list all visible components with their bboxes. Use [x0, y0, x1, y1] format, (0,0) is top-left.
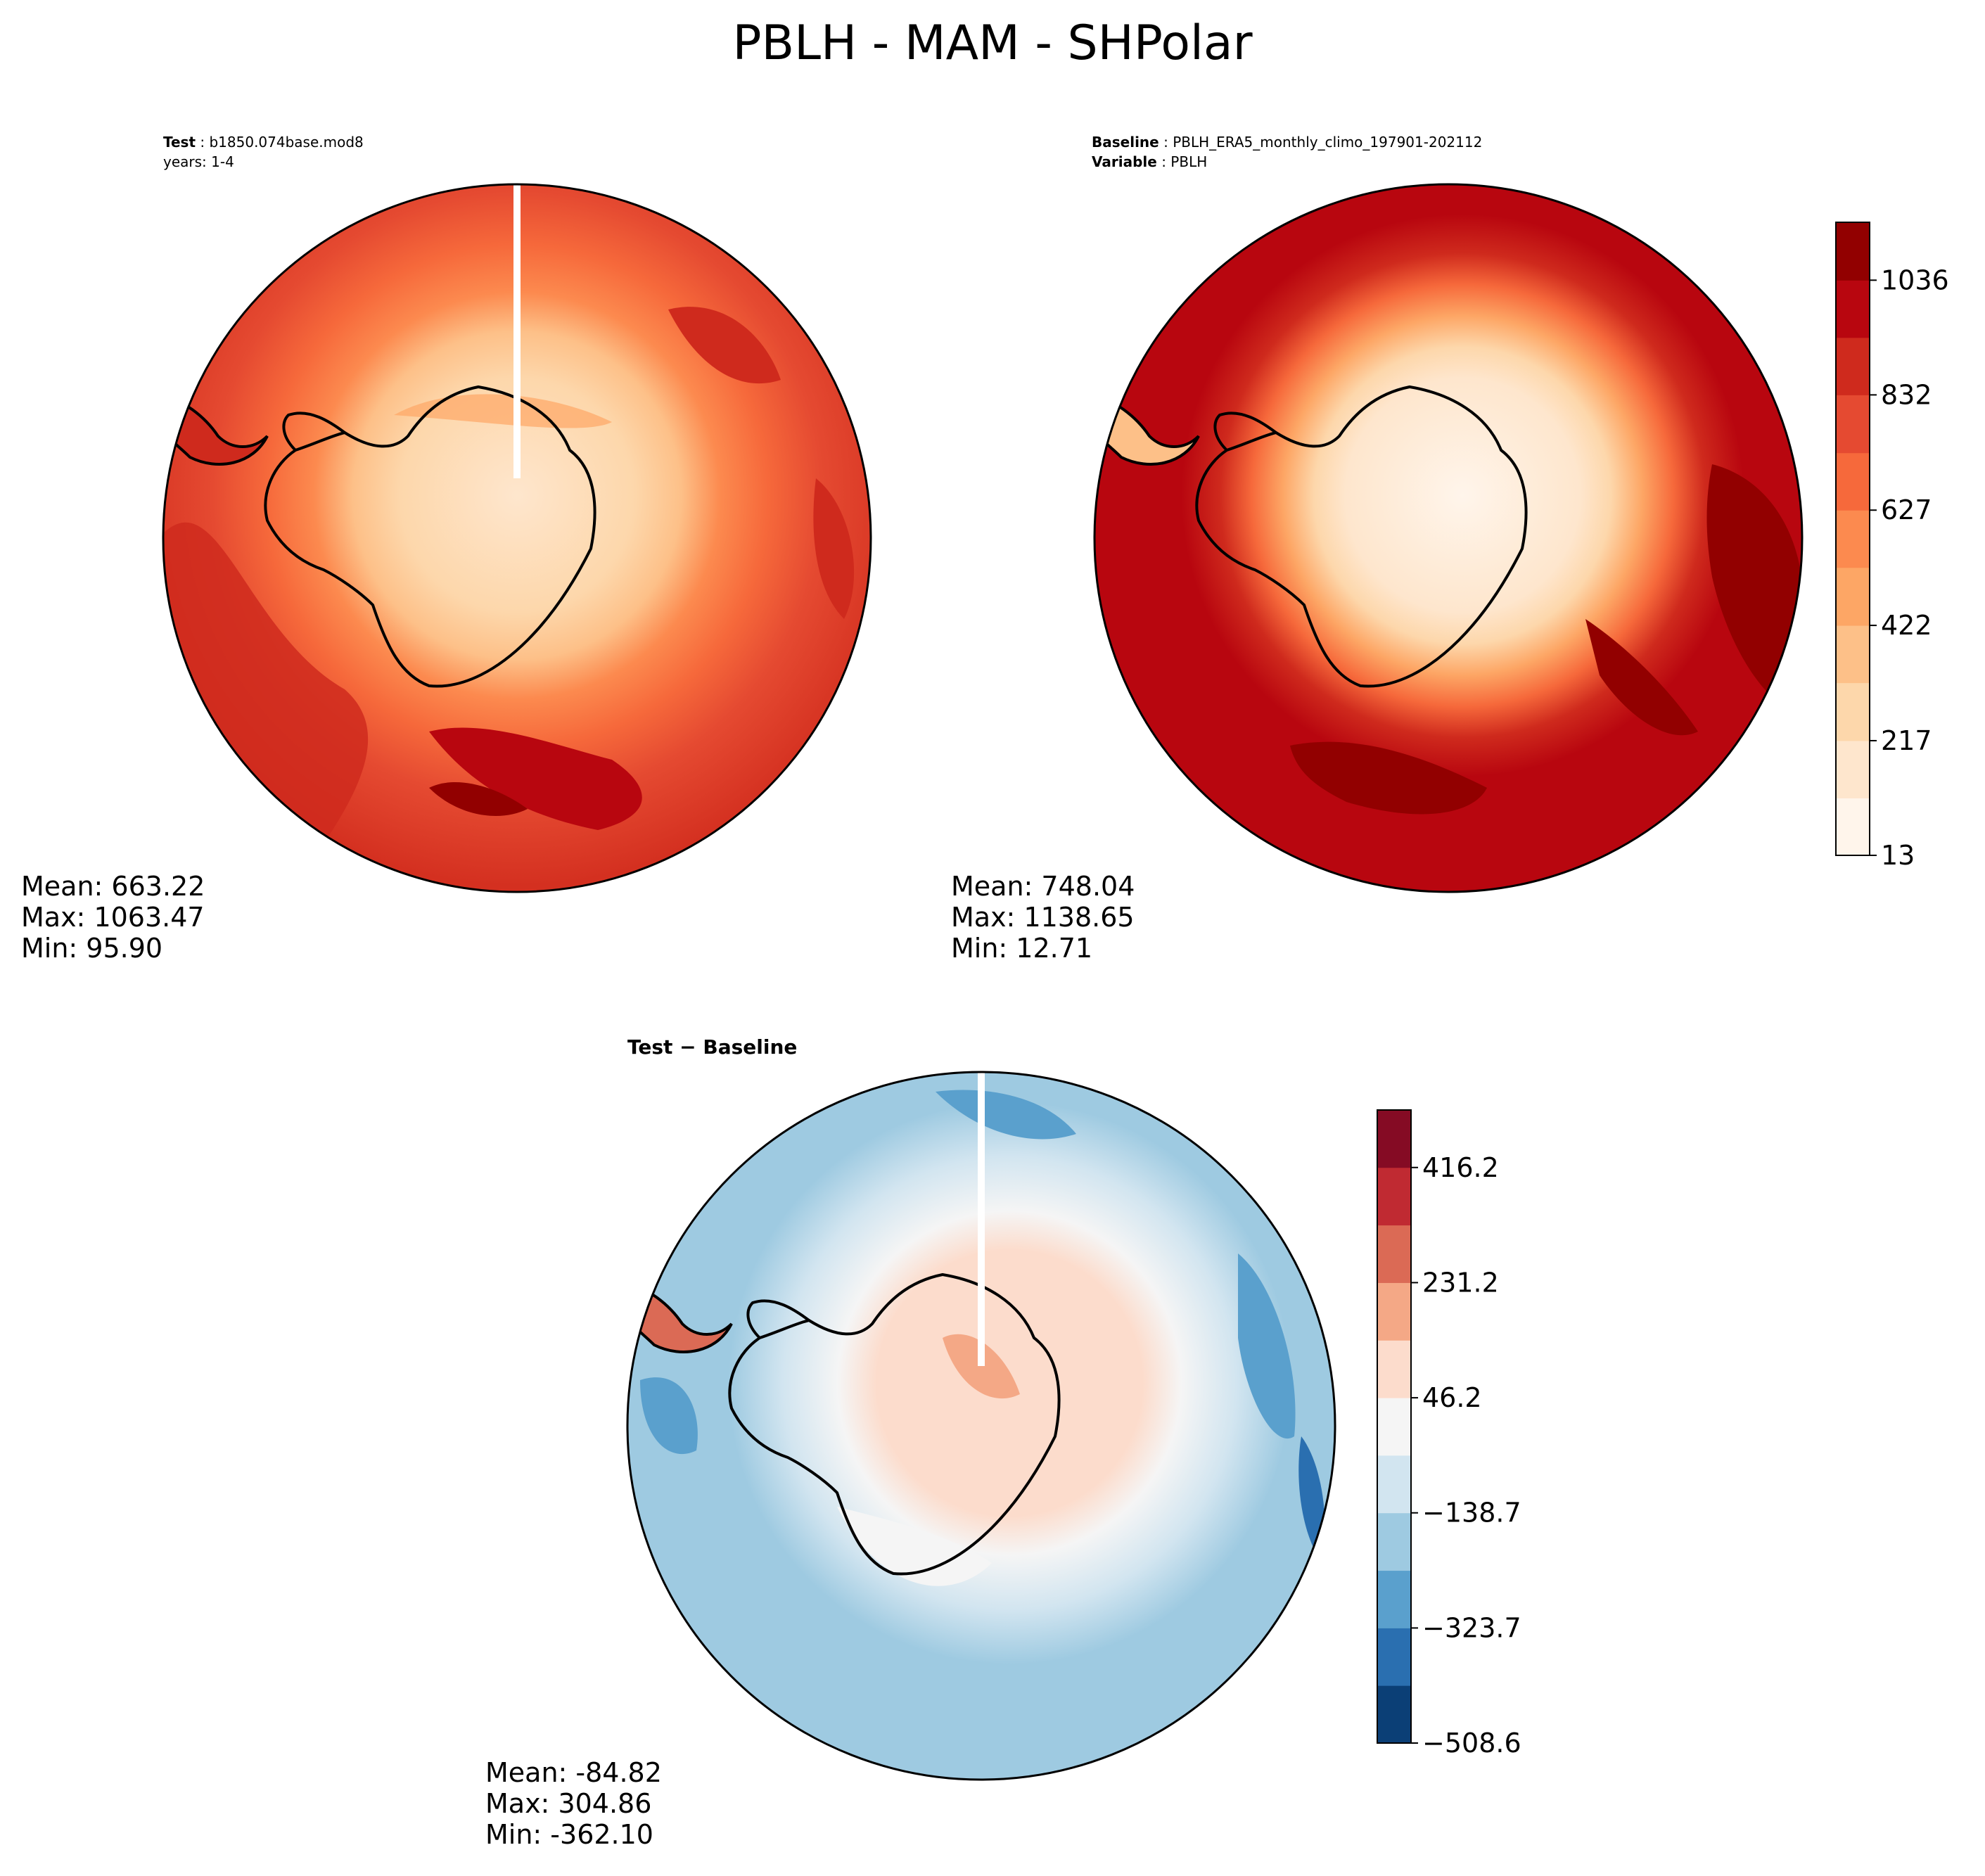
diff-colorbar-swatch-8	[1377, 1225, 1411, 1283]
baseline-colorbar-tick-label-2: 422	[1881, 610, 1932, 641]
baseline-map	[1093, 183, 1804, 893]
baseline-colorbar-swatch-3	[1836, 625, 1870, 684]
diff-colorbar-swatch-6	[1377, 1340, 1411, 1398]
baseline-min: Min: 12.71	[951, 933, 1093, 964]
diff-colorbar-swatch-3	[1377, 1512, 1411, 1571]
baseline-contour-1	[1706, 464, 1802, 717]
test-min: Min: 95.90	[21, 933, 163, 964]
variable-name: PBLH	[1170, 153, 1208, 170]
baseline-colorbar-tick-label-0: 13	[1881, 840, 1915, 871]
diff-colorbar-tick-label-3: 46.2	[1422, 1382, 1482, 1413]
test-seam	[513, 184, 521, 478]
test-contour-6	[429, 781, 528, 816]
test-header: Test : b1850.074base.mod8 years: 1-4	[163, 134, 364, 170]
diff-map	[626, 1071, 1336, 1781]
diff-colorbar: −508.6 −323.7 −138.7 46.2 231.2 416.2	[1377, 1109, 1521, 1759]
test-label: Test	[163, 134, 196, 151]
diff-colorbar-frame	[1377, 1109, 1412, 1744]
test-south-america	[163, 392, 269, 466]
baseline-colorbar-swatch-7	[1836, 395, 1870, 454]
baseline-colorbar-swatch-9	[1836, 280, 1870, 338]
diff-colorbar-swatch-10	[1377, 1110, 1411, 1168]
diff-colorbar-swatch-5	[1377, 1398, 1411, 1456]
test-contour-2	[429, 727, 642, 830]
test-contour-5	[394, 394, 612, 428]
baseline-colorbar-swatch-5	[1836, 510, 1870, 568]
test-years: years: 1-4	[163, 153, 234, 170]
test-map	[162, 183, 872, 893]
baseline-contour-3	[1585, 619, 1698, 736]
baseline-colorbar-swatch-2	[1836, 682, 1870, 741]
diff-contour-5	[943, 1334, 1020, 1399]
diff-colorbar-swatch-0	[1377, 1685, 1411, 1744]
baseline-colorbar-swatch-8	[1836, 337, 1870, 395]
baseline-colorbar-tick-label-4: 832	[1881, 379, 1932, 410]
baseline-label: Baseline	[1092, 134, 1159, 151]
test-max: Max: 1063.47	[21, 902, 205, 933]
baseline-colorbar-tick-label-5: 1036	[1881, 264, 1949, 295]
diff-mean: Mean: -84.82	[485, 1757, 662, 1788]
baseline-header: Baseline : PBLH_ERA5_monthly_climo_19790…	[1092, 134, 1483, 170]
diff-colorbar-tick-label-4: 231.2	[1422, 1267, 1499, 1298]
baseline-coastline	[1195, 385, 1528, 688]
baseline-contour-2	[1290, 741, 1487, 815]
baseline-stats: Mean: 748.04 Max: 1138.65 Min: 12.71	[951, 871, 1135, 964]
diff-colorbar-tick-label-1: −323.7	[1422, 1612, 1521, 1643]
diff-colorbar-tick-label-0: −508.6	[1422, 1728, 1521, 1759]
baseline-colorbar-swatch-1	[1836, 740, 1870, 798]
baseline-colorbar: 13 217 422 627 832 1036	[1835, 222, 1949, 871]
baseline-colorbar-frame	[1835, 222, 1870, 856]
diff-seam	[978, 1072, 985, 1366]
diff-contour-2	[640, 1377, 698, 1455]
variable-label: Variable	[1092, 153, 1157, 170]
baseline-south-america	[1094, 392, 1200, 466]
baseline-colorbar-swatch-4	[1836, 567, 1870, 626]
baseline-colorbar-tick-label-1: 217	[1881, 725, 1932, 756]
diff-stats: Mean: -84.82 Max: 304.86 Min: -362.10	[485, 1757, 662, 1850]
diff-peninsula	[746, 1299, 810, 1339]
test-contour-3	[668, 307, 781, 384]
baseline-peninsula	[1213, 411, 1277, 452]
diff-colorbar-swatch-2	[1377, 1570, 1411, 1628]
test-peninsula	[282, 411, 346, 452]
diff-contour-6	[837, 1507, 992, 1586]
diff-colorbar-tick-label-2: −138.7	[1422, 1498, 1521, 1529]
test-mean: Mean: 663.22	[21, 871, 205, 902]
baseline-case: PBLH_ERA5_monthly_climo_197901-202112	[1173, 134, 1483, 151]
diff-colorbar-swatch-7	[1377, 1282, 1411, 1341]
test-stats: Mean: 663.22 Max: 1063.47 Min: 95.90	[21, 871, 205, 964]
diff-colorbar-swatch-9	[1377, 1167, 1411, 1226]
baseline-max: Max: 1138.65	[951, 902, 1135, 933]
diff-title: Test − Baseline	[627, 1035, 798, 1059]
test-contour-4	[813, 478, 855, 619]
diff-south-america	[627, 1280, 733, 1353]
test-coastline	[264, 385, 596, 688]
baseline-colorbar-swatch-6	[1836, 452, 1870, 511]
diff-contour-3	[936, 1090, 1076, 1140]
diff-contour-1	[1238, 1253, 1296, 1439]
diff-colorbar-tick-label-5: 416.2	[1422, 1152, 1499, 1183]
baseline-mean: Mean: 748.04	[951, 871, 1135, 902]
baseline-colorbar-tick-label-3: 627	[1881, 494, 1932, 525]
baseline-colorbar-swatch-10	[1836, 222, 1870, 281]
diff-min: Min: -362.10	[485, 1819, 653, 1850]
diff-coastline	[728, 1272, 1061, 1576]
diff-colorbar-swatch-1	[1377, 1628, 1411, 1686]
baseline-colorbar-swatch-0	[1836, 798, 1870, 856]
test-case: b1850.074base.mod8	[209, 134, 364, 151]
figure-title: PBLH - MAM - SHPolar	[732, 15, 1253, 71]
diff-colorbar-swatch-4	[1377, 1455, 1411, 1514]
diff-max: Max: 304.86	[485, 1788, 652, 1819]
